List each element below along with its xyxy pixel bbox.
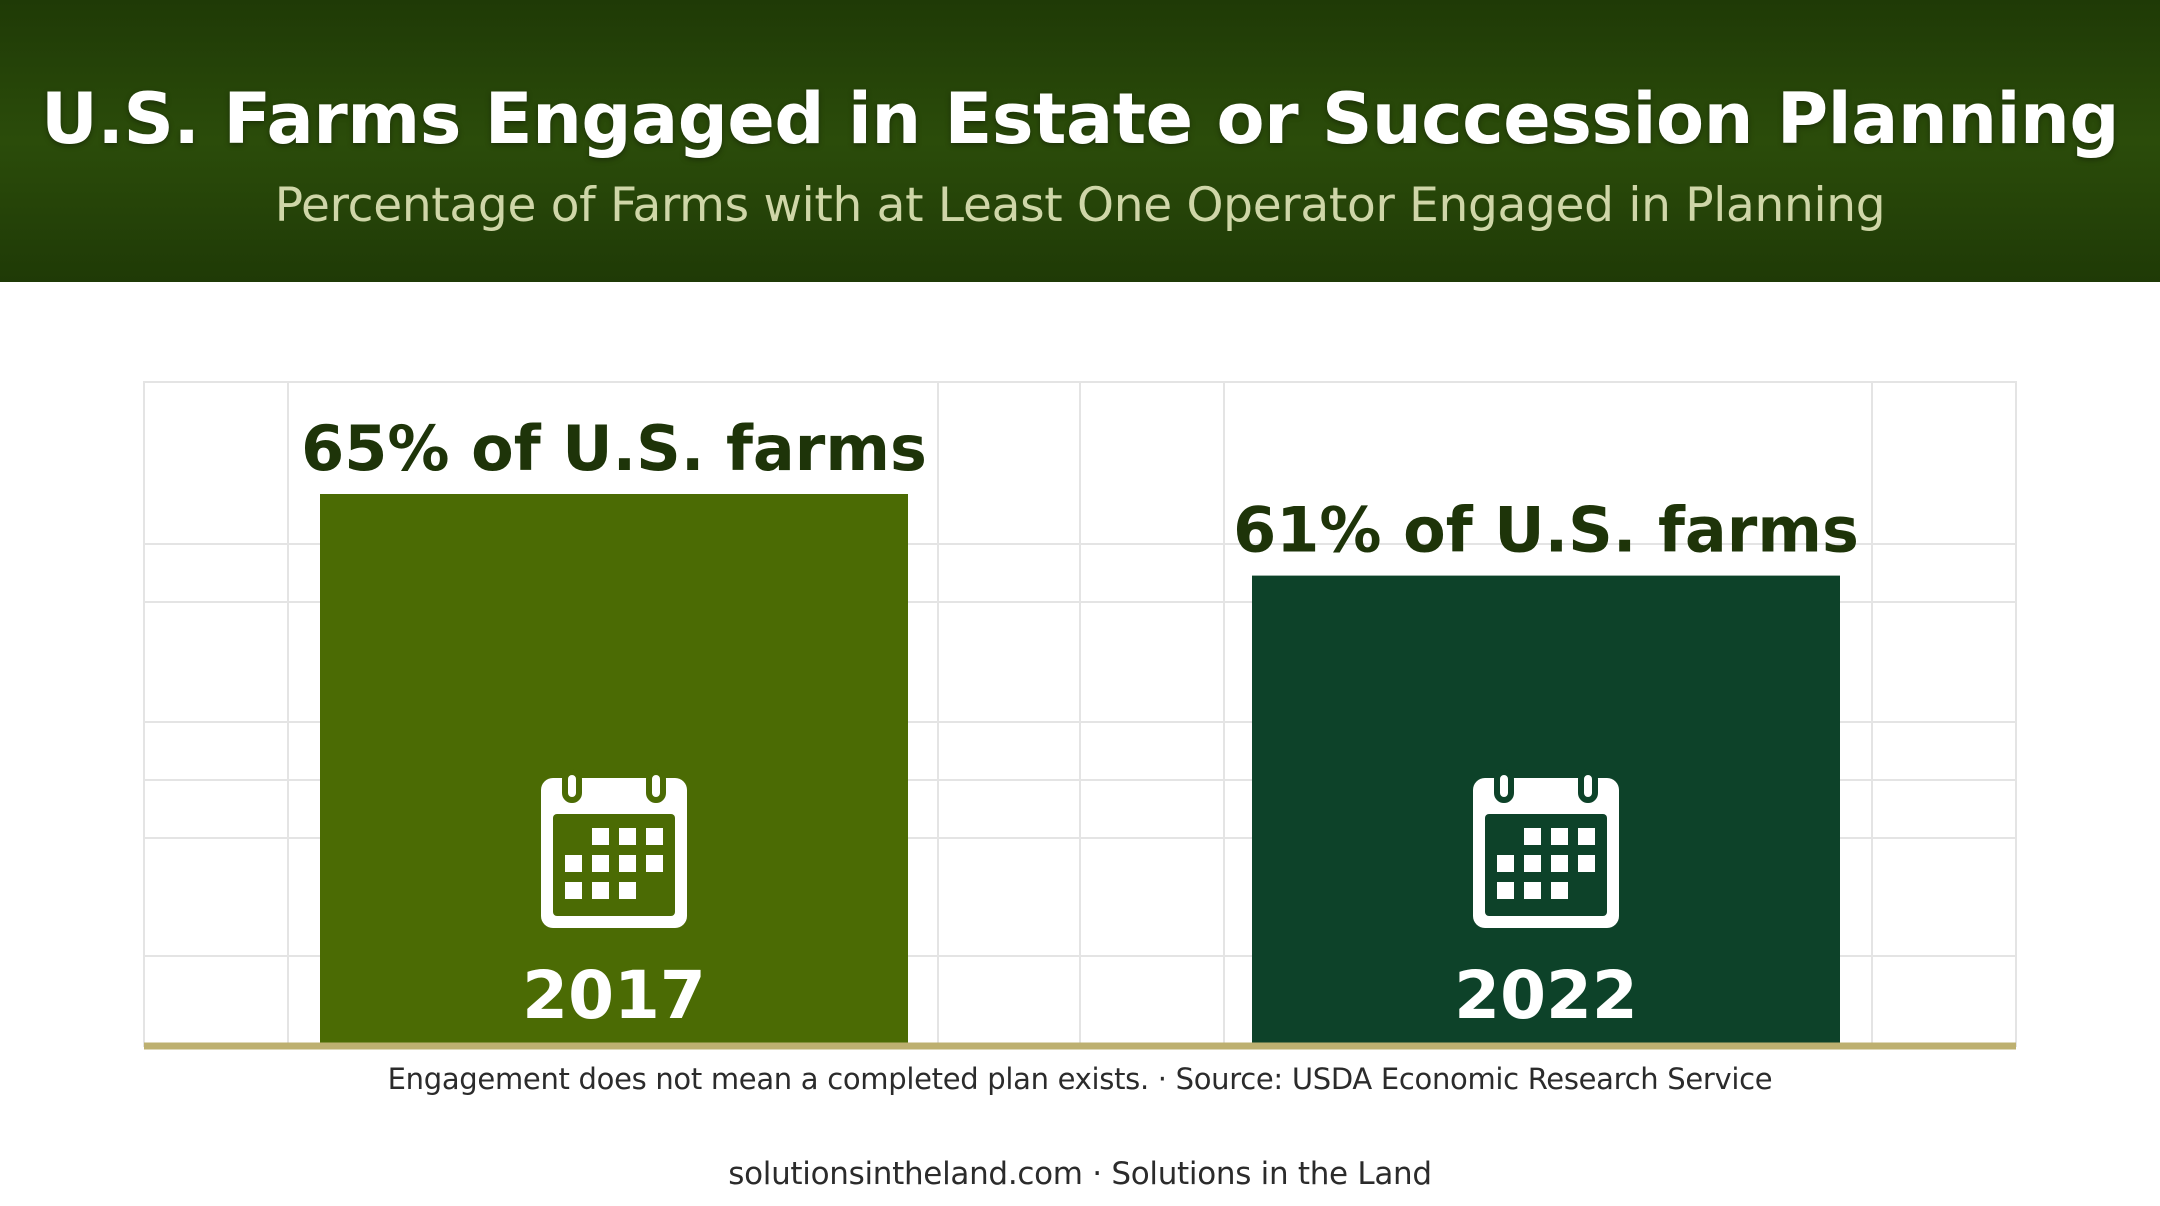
bar-value-label-2017: 65% of U.S. farms [301, 412, 927, 485]
footer-credit: solutionsintheland.com · Solutions in th… [728, 1156, 1432, 1192]
bar-group-2017: 65% of U.S. farms 2017 [301, 412, 927, 1046]
category-label-2022: 2022 [1454, 957, 1638, 1034]
page-title: U.S. Farms Engaged in Estate or Successi… [41, 78, 2119, 160]
chart-bars: 65% of U.S. farms 2017 61% of U.S. farms 20… [301, 412, 1859, 1046]
page-subtitle: Percentage of Farms with at Least One Op… [274, 178, 1886, 233]
header-banner: U.S. Farms Engaged in Estate or Successi… [0, 0, 2160, 282]
bar-2017 [320, 494, 908, 1046]
calendar-icon [541, 769, 687, 928]
calendar-icon [1473, 769, 1619, 928]
source-note: Engagement does not mean a completed pla… [387, 1062, 1773, 1096]
bar-group-2022: 61% of U.S. farms 2022 [1233, 494, 1859, 1046]
category-label-2017: 2017 [522, 957, 706, 1034]
bar-value-label-2022: 61% of U.S. farms [1233, 494, 1859, 567]
